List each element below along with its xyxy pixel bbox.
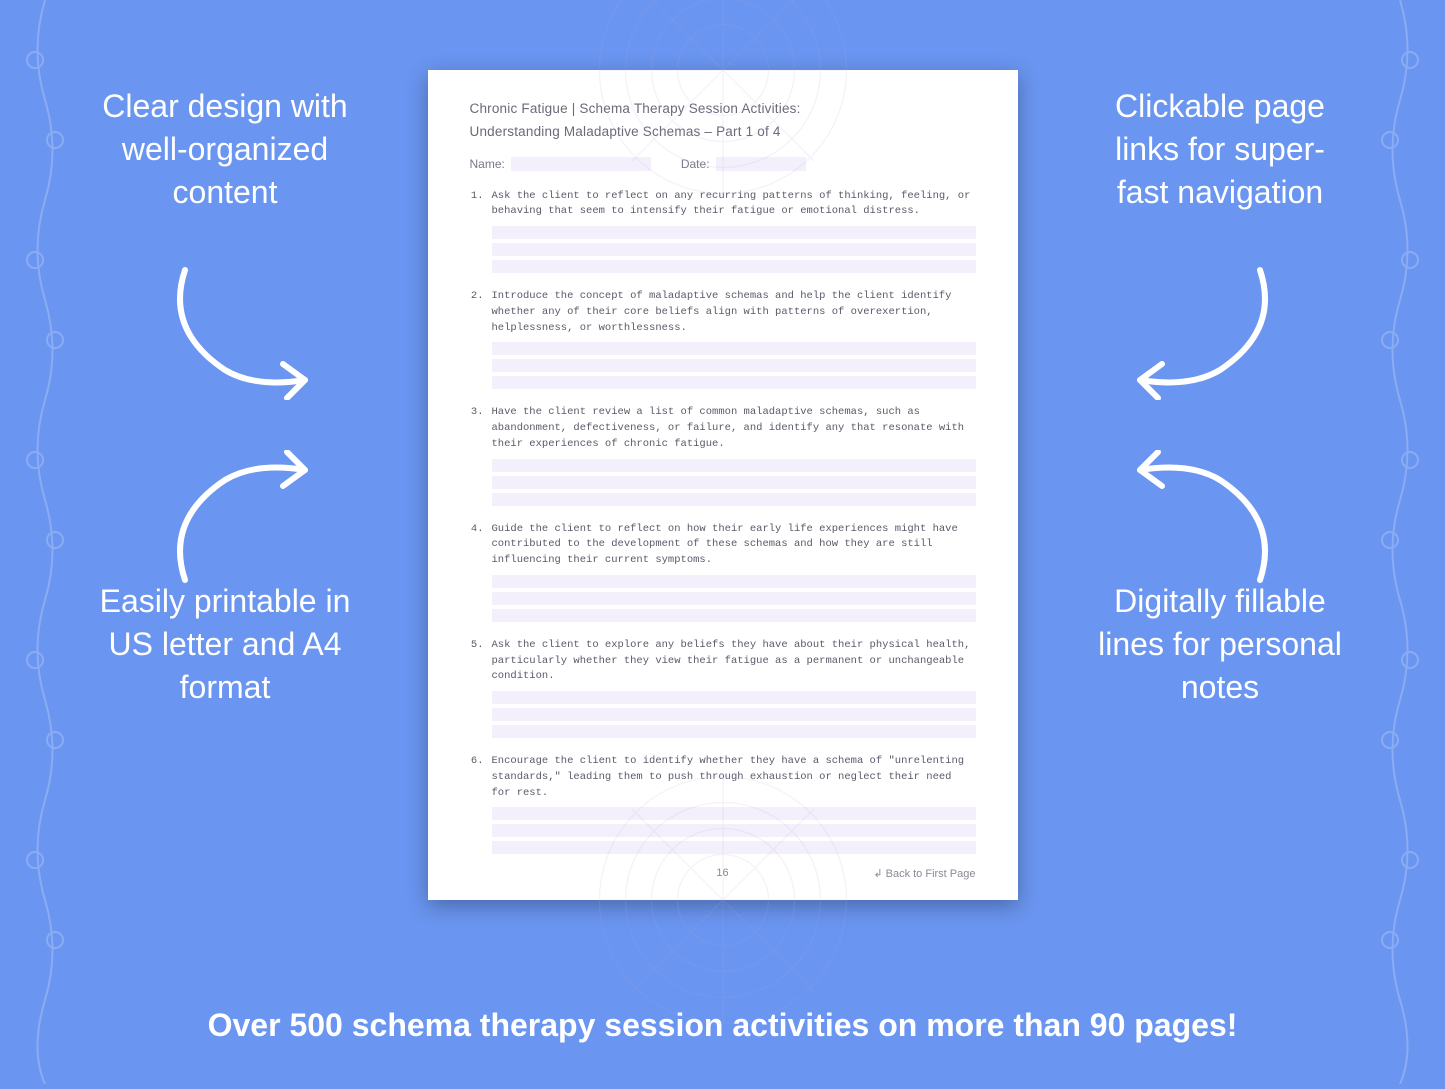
fillable-lines[interactable] [492, 691, 976, 738]
fillable-line[interactable] [492, 493, 976, 506]
name-label: Name: [470, 157, 505, 171]
item-number: 3. [470, 405, 484, 452]
fillable-lines[interactable] [492, 342, 976, 389]
date-label: Date: [681, 157, 710, 171]
floral-border-left [10, 0, 80, 1084]
worksheet-meta-row: Name: Date: [470, 157, 976, 171]
worksheet-item: 2.Introduce the concept of maladaptive s… [470, 289, 976, 336]
fillable-line[interactable] [492, 243, 976, 256]
item-text: Guide the client to reflect on how their… [492, 522, 976, 569]
item-text: Ask the client to reflect on any recurri… [492, 189, 976, 221]
floral-border-right [1365, 0, 1435, 1084]
fillable-line[interactable] [492, 260, 976, 273]
fillable-line[interactable] [492, 592, 976, 605]
arrow-bottom-left [155, 450, 325, 590]
callout-top-left: Clear design with well-organized content [95, 85, 355, 215]
worksheet-page: Chronic Fatigue | Schema Therapy Session… [428, 70, 1018, 900]
worksheet-footer: 16 ↲ Back to First Page [470, 867, 976, 880]
back-to-first-page-link[interactable]: ↲ Back to First Page [873, 867, 975, 880]
item-number: 4. [470, 522, 484, 569]
worksheet-title-line1: Chronic Fatigue | Schema Therapy Session… [470, 98, 976, 120]
fillable-line[interactable] [492, 226, 976, 239]
fillable-line[interactable] [492, 342, 976, 355]
date-input[interactable] [716, 157, 806, 171]
fillable-line[interactable] [492, 476, 976, 489]
callout-top-right: Clickable page links for super-fast navi… [1090, 85, 1350, 215]
item-number: 5. [470, 638, 484, 685]
name-input[interactable] [511, 157, 651, 171]
fillable-line[interactable] [492, 459, 976, 472]
arrow-top-left [155, 260, 325, 400]
worksheet-title-line2: Understanding Maladaptive Schemas – Part… [470, 124, 976, 139]
fillable-line[interactable] [492, 841, 976, 854]
fillable-lines[interactable] [492, 226, 976, 273]
fillable-lines[interactable] [492, 575, 976, 622]
worksheet-item: 1.Ask the client to reflect on any recur… [470, 189, 976, 221]
worksheet-item: 3.Have the client review a list of commo… [470, 405, 976, 452]
fillable-lines[interactable] [492, 459, 976, 506]
fillable-line[interactable] [492, 376, 976, 389]
fillable-line[interactable] [492, 708, 976, 721]
bottom-banner: Over 500 schema therapy session activiti… [0, 1007, 1445, 1044]
item-text: Have the client review a list of common … [492, 405, 976, 452]
fillable-line[interactable] [492, 691, 976, 704]
item-number: 1. [470, 189, 484, 221]
fillable-line[interactable] [492, 359, 976, 372]
fillable-line[interactable] [492, 575, 976, 588]
fillable-lines[interactable] [492, 807, 976, 854]
item-text: Encourage the client to identify whether… [492, 754, 976, 801]
worksheet-item: 5.Ask the client to explore any beliefs … [470, 638, 976, 685]
page-number: 16 [716, 867, 728, 879]
item-number: 6. [470, 754, 484, 801]
callout-bottom-left: Easily printable in US letter and A4 for… [95, 580, 355, 710]
fillable-line[interactable] [492, 725, 976, 738]
arrow-bottom-right [1120, 450, 1290, 590]
worksheet-items: 1.Ask the client to reflect on any recur… [470, 189, 976, 855]
item-text: Introduce the concept of maladaptive sch… [492, 289, 976, 336]
fillable-line[interactable] [492, 807, 976, 820]
arrow-top-right [1120, 260, 1290, 400]
item-number: 2. [470, 289, 484, 336]
item-text: Ask the client to explore any beliefs th… [492, 638, 976, 685]
fillable-line[interactable] [492, 609, 976, 622]
worksheet-item: 6.Encourage the client to identify wheth… [470, 754, 976, 801]
worksheet-item: 4.Guide the client to reflect on how the… [470, 522, 976, 569]
callout-bottom-right: Digitally fillable lines for personal no… [1090, 580, 1350, 710]
fillable-line[interactable] [492, 824, 976, 837]
